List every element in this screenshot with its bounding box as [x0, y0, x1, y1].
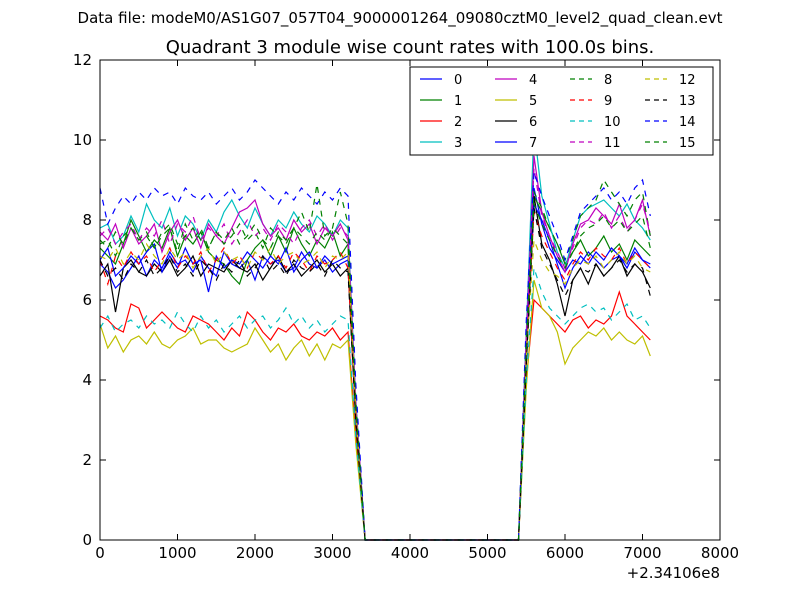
data-file-supertitle: Data file: modeM0/AS1G07_057T04_90000012…: [77, 9, 723, 27]
x-tick-label: 1000: [158, 544, 196, 562]
series-line-7: [99, 203, 651, 541]
legend-box: [409, 66, 714, 156]
series-line-11: [99, 167, 651, 541]
x-tick-label: 8000: [701, 544, 739, 562]
series-line-10: [99, 267, 651, 541]
series-line-4: [99, 155, 651, 541]
legend-label: 5: [529, 94, 537, 109]
series-line-5: [99, 279, 651, 541]
x-tick-label: 6000: [546, 544, 584, 562]
legend-label: 11: [604, 136, 621, 151]
x-tick-label: 0: [95, 544, 105, 562]
legend-label: 3: [454, 136, 462, 151]
legend-label: 2: [454, 115, 462, 130]
x-tick-label: 5000: [468, 544, 506, 562]
series-line-12: [99, 239, 651, 541]
legend-label: 4: [529, 73, 537, 88]
y-tick-label: 12: [73, 51, 92, 69]
series-line-3: [99, 127, 651, 541]
plot-series-group: [99, 127, 651, 541]
legend-label: 8: [604, 73, 612, 88]
y-tick-label: 4: [82, 371, 92, 389]
series-line-13: [99, 207, 651, 541]
x-offset-label: +2.34106e8: [627, 564, 720, 582]
x-tick-label: 7000: [623, 544, 661, 562]
chart-title: Quadrant 3 module wise count rates with …: [166, 37, 655, 58]
legend-label: 1: [454, 94, 462, 109]
legend-label: 12: [679, 73, 696, 88]
series-line-15: [99, 203, 651, 541]
y-tick-label: 2: [82, 451, 92, 469]
y-tick-label: 10: [73, 131, 92, 149]
y-tick-label: 6: [82, 291, 92, 309]
series-line-6: [99, 195, 651, 541]
y-tick-label: 0: [82, 531, 92, 549]
legend-label: 14: [679, 115, 696, 130]
x-tick-label: 2000: [236, 544, 274, 562]
series-line-14: [99, 171, 651, 541]
series-line-8: [99, 178, 651, 541]
x-axis: 0 1000 2000 3000 4000 5000 6000 7000 8000: [95, 60, 739, 562]
legend-label: 0: [454, 73, 462, 88]
series-line-1: [99, 195, 651, 541]
series-line-0: [99, 187, 651, 541]
series-line-2: [99, 290, 651, 541]
legend-label: 15: [679, 136, 696, 151]
legend-label: 9: [604, 94, 612, 109]
legend-label: 13: [679, 94, 696, 109]
legend-label: 10: [604, 115, 621, 130]
x-tick-label: 4000: [391, 544, 429, 562]
legend-label: 6: [529, 115, 537, 130]
y-tick-label: 8: [82, 211, 92, 229]
legend-label: 7: [529, 136, 537, 151]
x-tick-label: 3000: [313, 544, 351, 562]
